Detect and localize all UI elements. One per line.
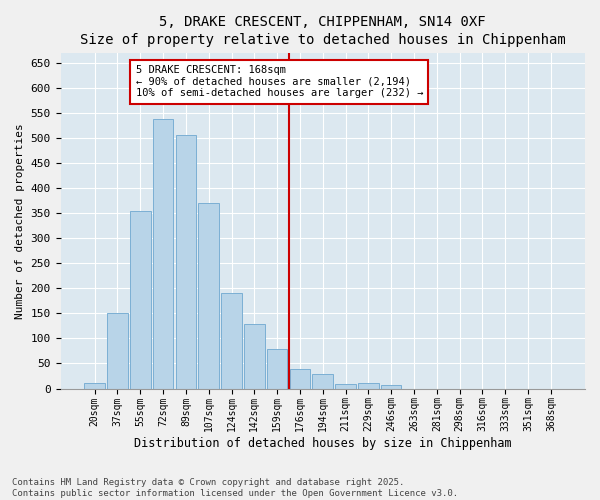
Bar xyxy=(267,350,287,389)
Bar xyxy=(358,382,379,388)
Bar xyxy=(244,324,265,388)
Bar xyxy=(335,384,356,388)
Y-axis label: Number of detached properties: Number of detached properties xyxy=(15,123,25,318)
Text: Contains HM Land Registry data © Crown copyright and database right 2025.
Contai: Contains HM Land Registry data © Crown c… xyxy=(12,478,458,498)
Bar xyxy=(85,382,105,388)
Bar xyxy=(199,203,219,388)
X-axis label: Distribution of detached houses by size in Chippenham: Distribution of detached houses by size … xyxy=(134,437,512,450)
Bar xyxy=(313,374,333,388)
Bar xyxy=(153,119,173,388)
Bar xyxy=(381,384,401,388)
Bar xyxy=(290,368,310,388)
Bar xyxy=(107,314,128,388)
Bar xyxy=(176,136,196,388)
Bar xyxy=(130,210,151,388)
Bar xyxy=(221,294,242,388)
Text: 5 DRAKE CRESCENT: 168sqm
← 90% of detached houses are smaller (2,194)
10% of sem: 5 DRAKE CRESCENT: 168sqm ← 90% of detach… xyxy=(136,66,423,98)
Title: 5, DRAKE CRESCENT, CHIPPENHAM, SN14 0XF
Size of property relative to detached ho: 5, DRAKE CRESCENT, CHIPPENHAM, SN14 0XF … xyxy=(80,15,566,48)
